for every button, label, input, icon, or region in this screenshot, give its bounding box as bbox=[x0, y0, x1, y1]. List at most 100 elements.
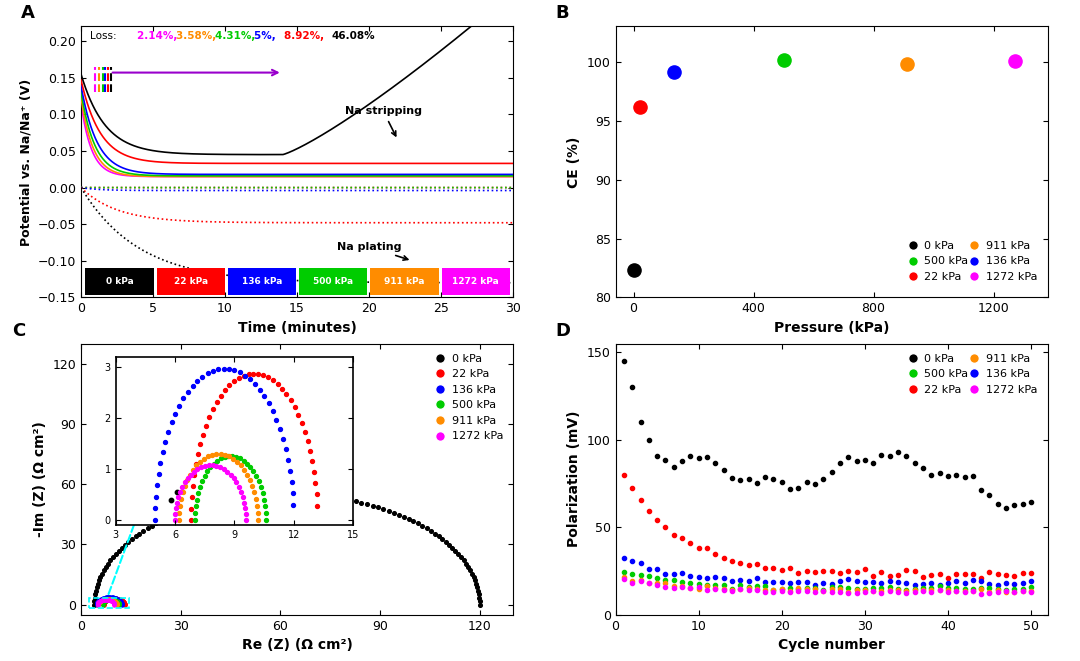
Point bbox=[657, 574, 674, 585]
Point bbox=[116, 598, 133, 608]
Text: 3.58%,: 3.58%, bbox=[176, 30, 220, 40]
Point bbox=[107, 549, 124, 559]
Point bbox=[981, 588, 998, 598]
Point bbox=[95, 592, 112, 603]
Point bbox=[110, 600, 127, 610]
Point bbox=[461, 565, 478, 576]
Point bbox=[95, 597, 112, 607]
Point bbox=[103, 594, 120, 605]
Point bbox=[699, 452, 716, 463]
Point bbox=[91, 596, 108, 607]
Text: 4.31%,: 4.31%, bbox=[215, 30, 259, 40]
Point bbox=[89, 598, 106, 608]
Point bbox=[102, 555, 119, 566]
Point bbox=[998, 502, 1015, 513]
Point bbox=[93, 595, 110, 605]
Point bbox=[881, 582, 899, 593]
Point bbox=[616, 572, 633, 582]
Point bbox=[95, 598, 112, 608]
Text: 136 kPa: 136 kPa bbox=[242, 277, 282, 286]
Point bbox=[972, 576, 989, 586]
Point bbox=[823, 466, 840, 477]
Point bbox=[294, 489, 311, 500]
Point bbox=[100, 592, 118, 602]
Point bbox=[674, 580, 691, 591]
Point bbox=[90, 598, 107, 609]
Point bbox=[789, 576, 807, 587]
Point bbox=[989, 584, 1007, 594]
Point bbox=[105, 597, 122, 607]
Point bbox=[756, 581, 773, 592]
Point bbox=[162, 512, 179, 522]
Point bbox=[839, 586, 856, 597]
Point bbox=[98, 595, 116, 605]
Point bbox=[798, 582, 815, 593]
Point bbox=[789, 567, 807, 578]
Point bbox=[740, 585, 757, 596]
Point bbox=[782, 484, 799, 494]
Point bbox=[90, 597, 107, 607]
Point bbox=[640, 571, 658, 582]
Y-axis label: Polarization (mV): Polarization (mV) bbox=[567, 411, 581, 547]
Point bbox=[93, 596, 110, 606]
Point bbox=[881, 586, 899, 596]
Point bbox=[85, 600, 103, 610]
Point bbox=[890, 584, 907, 594]
Point bbox=[99, 559, 117, 569]
Point bbox=[775, 55, 793, 65]
Point bbox=[632, 570, 649, 580]
Point bbox=[103, 594, 120, 605]
Point bbox=[915, 585, 932, 596]
Point bbox=[1014, 498, 1031, 509]
Point bbox=[947, 586, 964, 596]
Point bbox=[765, 585, 782, 596]
Point bbox=[110, 595, 127, 605]
Point bbox=[96, 596, 113, 607]
Point bbox=[106, 595, 123, 605]
Point bbox=[93, 595, 110, 605]
Point bbox=[89, 599, 106, 609]
Point bbox=[814, 578, 832, 589]
Point bbox=[113, 543, 131, 553]
X-axis label: Time (minutes): Time (minutes) bbox=[238, 321, 356, 335]
Point bbox=[109, 594, 126, 604]
Point bbox=[102, 595, 119, 605]
Point bbox=[897, 565, 915, 576]
Point bbox=[814, 473, 832, 484]
Point bbox=[648, 514, 665, 525]
Point bbox=[665, 67, 683, 78]
Point bbox=[765, 576, 782, 587]
Point bbox=[823, 582, 840, 593]
Point bbox=[1023, 586, 1040, 597]
Point bbox=[104, 595, 121, 605]
Point bbox=[1014, 578, 1031, 588]
Point bbox=[92, 594, 109, 605]
Point bbox=[1014, 568, 1031, 578]
Point bbox=[106, 599, 123, 609]
Point bbox=[103, 594, 120, 605]
Point bbox=[972, 582, 989, 593]
Point bbox=[152, 516, 170, 526]
Point bbox=[731, 557, 748, 568]
Point bbox=[99, 595, 117, 605]
Point bbox=[715, 584, 732, 594]
Point bbox=[157, 514, 174, 524]
Point bbox=[765, 584, 782, 595]
Point bbox=[798, 566, 815, 577]
Point bbox=[96, 594, 113, 605]
Point bbox=[245, 490, 262, 501]
Point bbox=[998, 586, 1015, 597]
Point bbox=[848, 576, 865, 586]
Point bbox=[104, 592, 121, 603]
Point bbox=[648, 563, 665, 574]
Point bbox=[99, 592, 117, 602]
Point bbox=[103, 596, 120, 606]
Point bbox=[96, 594, 113, 605]
Point bbox=[897, 451, 915, 461]
Point bbox=[108, 598, 125, 609]
Point bbox=[300, 490, 318, 500]
Point bbox=[681, 583, 699, 594]
Point bbox=[1007, 56, 1024, 67]
Point bbox=[257, 490, 274, 500]
FancyBboxPatch shape bbox=[442, 268, 510, 295]
